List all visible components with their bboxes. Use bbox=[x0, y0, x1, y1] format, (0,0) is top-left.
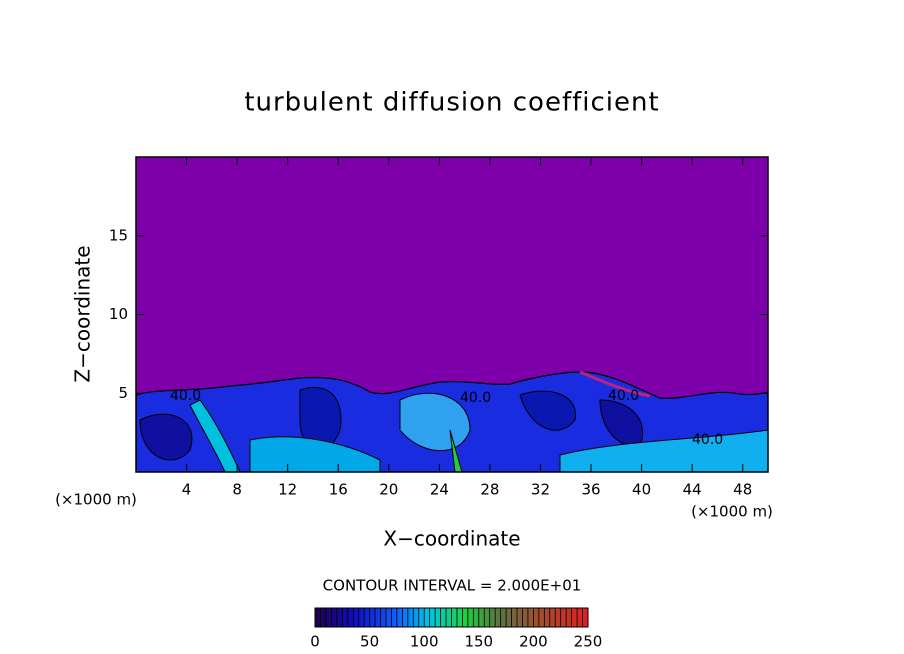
x-tick-label: 20 bbox=[379, 481, 398, 499]
y-tick-label: 15 bbox=[109, 226, 128, 244]
colorbar-tick-label: 200 bbox=[519, 633, 548, 651]
x-tick-label: 40 bbox=[632, 481, 651, 499]
x-tick-label: 48 bbox=[733, 481, 752, 499]
x-tick-label: 12 bbox=[278, 481, 297, 499]
colorbar-tick-label: 50 bbox=[360, 633, 379, 651]
field bbox=[136, 157, 768, 472]
contour-interval: CONTOUR INTERVAL = 2.000E+01 bbox=[323, 577, 582, 595]
colorbar-tick-label: 100 bbox=[410, 633, 439, 651]
contour-label: 40.0 bbox=[692, 432, 723, 448]
colorbar-tick-label: 0 bbox=[310, 633, 320, 651]
chart-title: turbulent diffusion coefficient bbox=[244, 88, 659, 118]
x-axis-label: X−coordinate bbox=[383, 527, 520, 551]
x-tick-label: 28 bbox=[480, 481, 499, 499]
x-tick-label: 24 bbox=[430, 481, 449, 499]
colorbar-tick-label: 150 bbox=[464, 633, 493, 651]
contour-label: 40.0 bbox=[460, 390, 491, 406]
contour-label: 40.0 bbox=[170, 388, 201, 404]
contour-label: 40.0 bbox=[608, 388, 639, 404]
y-tick-label: 5 bbox=[118, 384, 128, 402]
x-tick-label: 32 bbox=[531, 481, 550, 499]
x-tick-label: 36 bbox=[581, 481, 600, 499]
x-unit: (×1000 m) bbox=[691, 503, 773, 521]
x-tick-label: 44 bbox=[683, 481, 702, 499]
y-axis-label: Z−coordinate bbox=[71, 245, 95, 382]
x-tick-label: 4 bbox=[182, 481, 192, 499]
x-tick-label: 16 bbox=[329, 481, 348, 499]
x-unit: (×1000 m) bbox=[55, 491, 137, 509]
y-tick-label: 10 bbox=[109, 305, 128, 323]
x-tick-label: 8 bbox=[232, 481, 242, 499]
colorbar-tick-label: 250 bbox=[574, 633, 603, 651]
